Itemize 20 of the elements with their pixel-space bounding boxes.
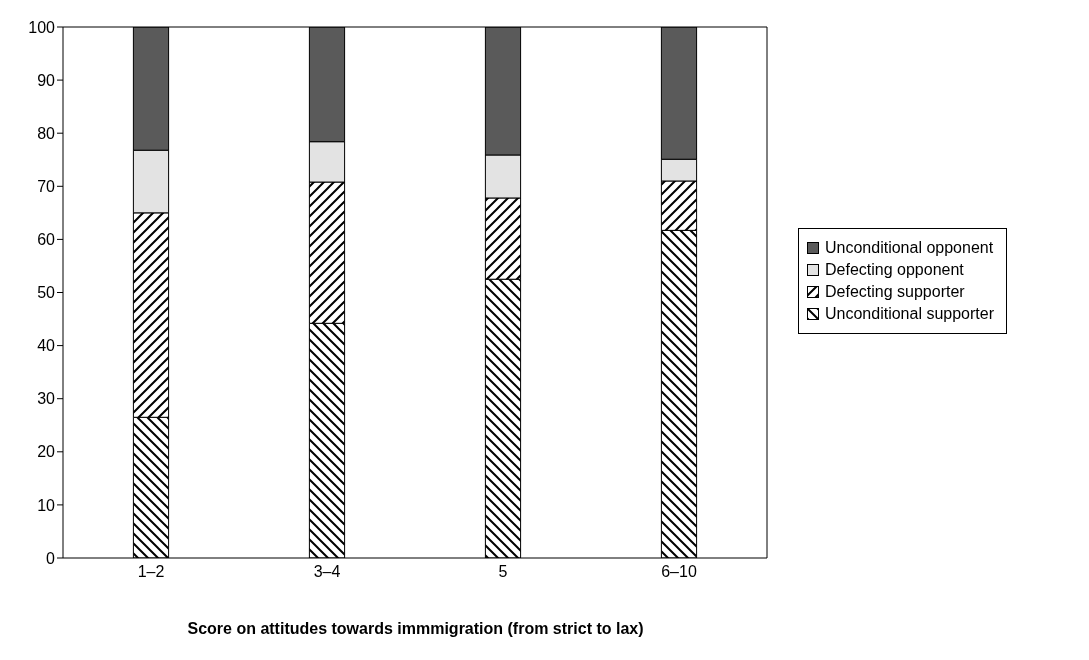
legend-label: Unconditional opponent (825, 239, 994, 257)
y-tick-label: 0 (46, 549, 56, 567)
y-tick-label: 40 (37, 337, 56, 355)
y-tick-label: 60 (37, 231, 56, 249)
x-axis-title: Score on attitudes towards immmigration (from strict to lax) (186, 620, 645, 638)
legend-label: Defecting supporter (825, 283, 965, 301)
x-tick-label: 5 (498, 563, 508, 581)
y-tick-label: 90 (37, 71, 56, 89)
legend-label: Unconditional supporter (825, 305, 994, 323)
y-tick-label: 70 (37, 177, 56, 195)
y-tick-label: 50 (37, 284, 56, 302)
legend-label: Defecting opponent (825, 261, 964, 279)
x-tick-label: 6–10 (661, 563, 697, 581)
y-tick-label: 10 (37, 496, 56, 514)
y-tick-label: 30 (37, 390, 56, 408)
x-tick-label: 1–2 (137, 563, 165, 581)
y-tick-label: 100 (28, 18, 56, 36)
x-tick-label: 3–4 (313, 563, 341, 581)
y-tick-label: 80 (37, 124, 56, 142)
y-tick-label: 20 (37, 443, 56, 461)
